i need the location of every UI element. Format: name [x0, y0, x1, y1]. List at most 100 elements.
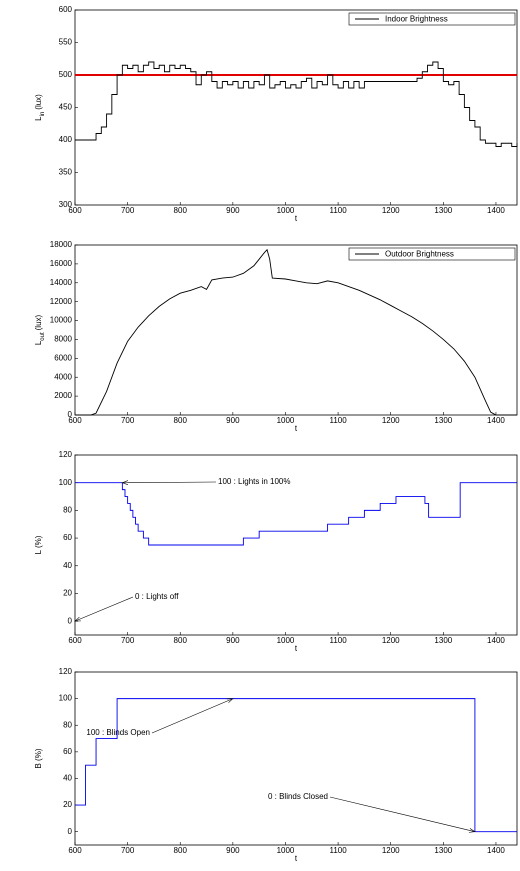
- x-tick-label: 1300: [434, 846, 452, 855]
- y-tick-label: 8000: [54, 335, 72, 344]
- x-tick-label: 800: [174, 416, 188, 425]
- x-tick-label: 1400: [487, 206, 505, 215]
- x-tick-label: 1200: [382, 636, 400, 645]
- y-tick-label: 40: [63, 774, 72, 783]
- legend-label: Outdoor Brightness: [385, 250, 454, 259]
- x-tick-label: 700: [121, 636, 135, 645]
- y-tick-label: 100: [59, 478, 73, 487]
- y-label-main: B (%): [34, 748, 43, 768]
- annotation-text: 0 : Blinds Closed: [268, 792, 328, 801]
- legend-box: [348, 247, 516, 261]
- y-tick-label: 500: [59, 70, 73, 79]
- y-tick-label: 14000: [50, 278, 73, 287]
- x-tick-label: 600: [68, 206, 82, 215]
- series-line: [75, 698, 517, 833]
- x-tick-label: 600: [68, 846, 82, 855]
- series-line: [75, 482, 517, 546]
- plot-area: [74, 671, 518, 846]
- plot-area: [74, 454, 518, 636]
- y-axis-label: Lout (lux): [34, 314, 45, 345]
- plot-area: [74, 9, 518, 206]
- y-label-main: L: [34, 116, 43, 121]
- x-tick-label: 700: [121, 416, 135, 425]
- annotation-arrow: [122, 481, 217, 483]
- x-tick-label: 800: [174, 206, 188, 215]
- y-tick-label: 350: [59, 168, 73, 177]
- x-axis-label: t: [295, 214, 298, 223]
- y-label-main: L: [34, 340, 43, 345]
- y-label-sub: out: [40, 332, 46, 341]
- y-tick-label: 300: [59, 200, 73, 209]
- x-tick-label: 1300: [434, 636, 452, 645]
- arrow-head: [74, 616, 82, 622]
- x-tick-label: 1400: [487, 416, 505, 425]
- annotation-arrow: [74, 596, 134, 622]
- x-tick-label: 1400: [487, 846, 505, 855]
- y-tick-label: 0: [68, 827, 73, 836]
- y-tick-label: 80: [63, 720, 72, 729]
- y-tick-label: 0: [68, 410, 73, 419]
- y-tick-label: 2000: [54, 391, 72, 400]
- x-tick-label: 1200: [382, 206, 400, 215]
- y-label-unit: (lux): [34, 94, 43, 110]
- x-tick-label: 1100: [329, 206, 347, 215]
- y-tick-label: 60: [63, 533, 72, 542]
- x-tick-label: 1000: [277, 636, 295, 645]
- arrow-head: [226, 698, 234, 703]
- annotation-text: 100 : Lights in 100%: [218, 477, 291, 486]
- x-tick-label: 700: [121, 846, 135, 855]
- y-tick-label: 20: [63, 589, 72, 598]
- y-tick-label: 60: [63, 747, 72, 756]
- series-line: [75, 248, 517, 416]
- arrow-head: [121, 480, 129, 485]
- y-tick-label: 18000: [50, 240, 73, 249]
- y-tick-label: 120: [59, 667, 73, 676]
- x-axis-label: t: [295, 644, 298, 653]
- series-line: [75, 61, 518, 147]
- y-axis-label: Lin (lux): [34, 94, 45, 121]
- x-tick-label: 900: [226, 846, 240, 855]
- x-tick-label: 1000: [277, 416, 295, 425]
- y-tick-label: 10000: [50, 316, 73, 325]
- y-label-sub: in: [40, 112, 46, 117]
- y-tick-label: 80: [63, 505, 72, 514]
- y-tick-label: 450: [59, 103, 73, 112]
- y-tick-label: 100: [59, 694, 73, 703]
- x-tick-label: 1000: [277, 846, 295, 855]
- y-label-unit: (lux): [34, 314, 43, 330]
- y-tick-label: 4000: [54, 372, 72, 381]
- x-tick-label: 900: [226, 636, 240, 645]
- y-tick-label: 0: [68, 616, 73, 625]
- annotation-text: 100 : Blinds Open: [86, 728, 150, 737]
- x-tick-label: 1400: [487, 636, 505, 645]
- x-tick-label: 800: [174, 846, 188, 855]
- annotation-arrow: [151, 698, 233, 734]
- x-tick-label: 1100: [329, 636, 347, 645]
- x-tick-label: 900: [226, 416, 240, 425]
- y-tick-label: 6000: [54, 353, 72, 362]
- y-tick-label: 20: [63, 800, 72, 809]
- y-axis-label: L (%): [34, 535, 43, 554]
- plot-area: [74, 244, 518, 416]
- y-tick-label: 16000: [50, 259, 73, 268]
- x-tick-label: 1000: [277, 206, 295, 215]
- arrow-head: [468, 828, 476, 833]
- legend-box: [348, 12, 516, 26]
- x-tick-label: 600: [68, 636, 82, 645]
- x-tick-label: 1300: [434, 416, 452, 425]
- x-tick-label: 900: [226, 206, 240, 215]
- x-tick-label: 1200: [382, 846, 400, 855]
- x-tick-label: 700: [121, 206, 135, 215]
- y-tick-label: 120: [59, 450, 73, 459]
- annotation-arrow: [329, 796, 475, 832]
- legend-label: Indoor Brightness: [385, 15, 448, 24]
- y-tick-label: 40: [63, 561, 72, 570]
- x-tick-label: 800: [174, 636, 188, 645]
- x-tick-label: 1100: [329, 416, 347, 425]
- y-tick-label: 600: [59, 5, 73, 14]
- x-tick-label: 1100: [329, 846, 347, 855]
- y-tick-label: 400: [59, 135, 73, 144]
- x-axis-label: t: [295, 854, 298, 863]
- x-tick-label: 1300: [434, 206, 452, 215]
